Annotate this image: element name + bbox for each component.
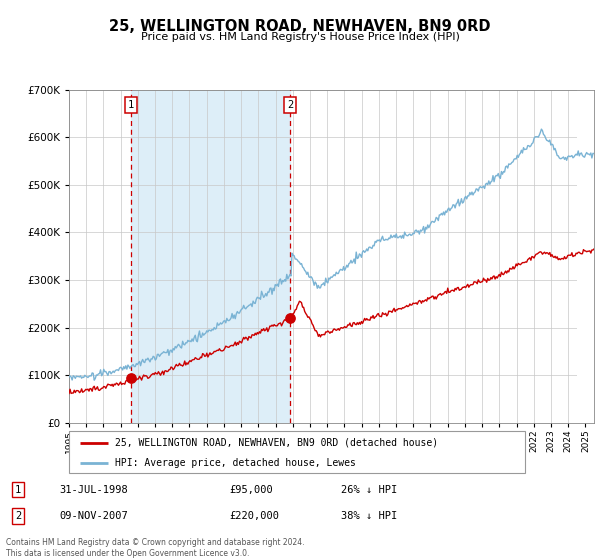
Text: 25, WELLINGTON ROAD, NEWHAVEN, BN9 0RD (detached house): 25, WELLINGTON ROAD, NEWHAVEN, BN9 0RD (… — [115, 437, 438, 447]
Point — [286, 314, 295, 323]
Text: 2: 2 — [15, 511, 21, 521]
Text: 38% ↓ HPI: 38% ↓ HPI — [341, 511, 397, 521]
Text: 31-JUL-1998: 31-JUL-1998 — [59, 485, 128, 495]
Point — [126, 373, 136, 382]
Bar — [131, 90, 290, 423]
Text: HPI: Average price, detached house, Lewes: HPI: Average price, detached house, Lewe… — [115, 458, 355, 468]
FancyBboxPatch shape — [69, 431, 525, 473]
Text: Contains HM Land Registry data © Crown copyright and database right 2024.
This d: Contains HM Land Registry data © Crown c… — [6, 538, 305, 558]
Bar — [577, 90, 594, 423]
Text: Price paid vs. HM Land Registry's House Price Index (HPI): Price paid vs. HM Land Registry's House … — [140, 32, 460, 43]
Text: 1: 1 — [15, 485, 21, 495]
Text: 2: 2 — [287, 100, 293, 110]
Text: £95,000: £95,000 — [229, 485, 273, 495]
Text: 25, WELLINGTON ROAD, NEWHAVEN, BN9 0RD: 25, WELLINGTON ROAD, NEWHAVEN, BN9 0RD — [109, 19, 491, 34]
Text: £220,000: £220,000 — [229, 511, 280, 521]
Text: 26% ↓ HPI: 26% ↓ HPI — [341, 485, 397, 495]
Text: 1: 1 — [127, 100, 134, 110]
Text: 09-NOV-2007: 09-NOV-2007 — [59, 511, 128, 521]
